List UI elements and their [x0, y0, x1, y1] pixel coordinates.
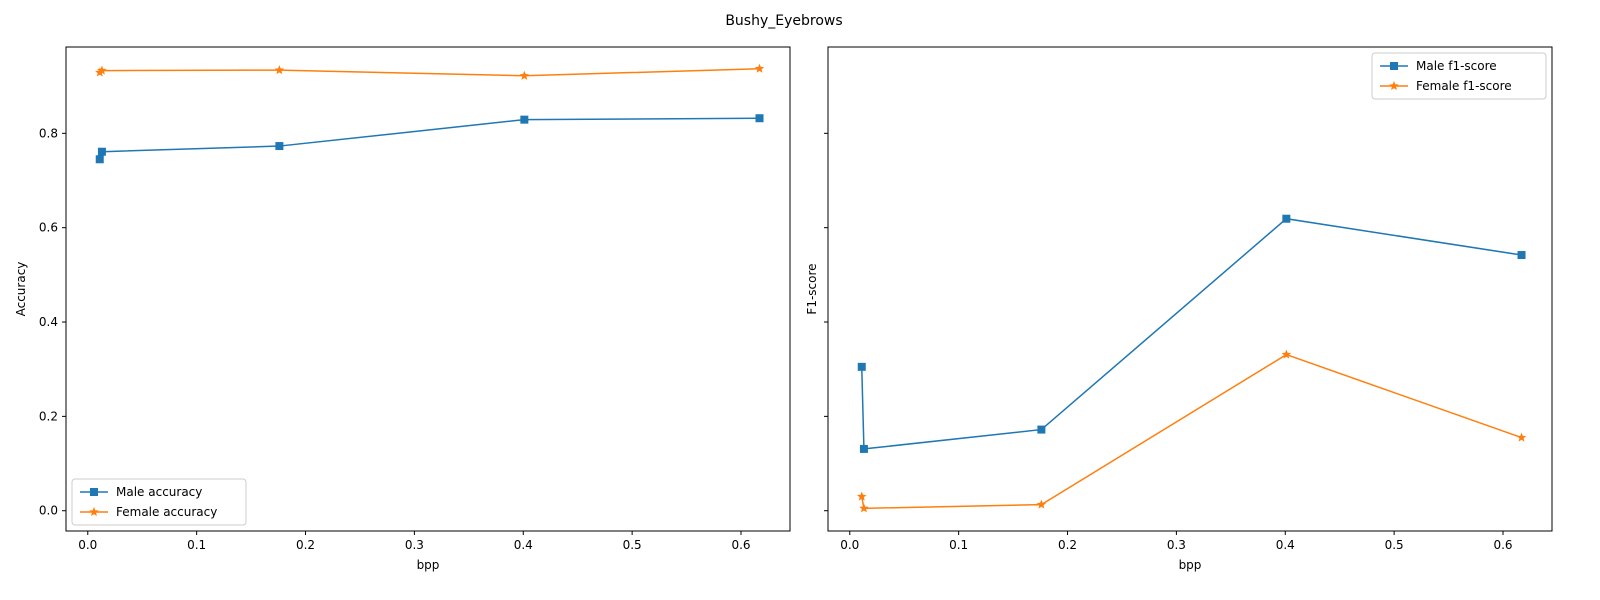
data-point: [857, 491, 867, 501]
y-tick-label: 0.8: [39, 126, 58, 140]
x-tick-label: 0.5: [1385, 538, 1404, 552]
y-tick-label: 0.4: [39, 315, 58, 329]
f1-score-panel: 0.0 0.1 0.2 0.3 0.4 0.5 0.6 bpp F1-score Male f1-…: [805, 46, 1553, 572]
data-point: [95, 155, 104, 164]
legend-label: Female accuracy: [116, 505, 217, 519]
data-point: [859, 444, 868, 453]
legend-box: [71, 478, 247, 526]
legend-marker: [1390, 62, 1398, 70]
data-point: [275, 142, 284, 151]
y-tick-label: 0.2: [39, 409, 58, 423]
x-tick-label: 0.0: [78, 538, 97, 552]
data-point: [97, 147, 106, 156]
data-point: [754, 63, 765, 73]
legend-box: [1371, 52, 1547, 100]
x-tick-label: 0.6: [1493, 538, 1512, 552]
x-tick-label: 0.2: [296, 538, 315, 552]
data-point: [857, 362, 866, 371]
legend-marker: [90, 488, 98, 496]
legend-label: Male accuracy: [116, 485, 202, 499]
legend-entry: Female f1-score: [1380, 79, 1512, 93]
series-female-accuracy: [95, 63, 765, 80]
data-point: [520, 115, 529, 124]
data-point: [1516, 432, 1527, 442]
series-male-accuracy: [95, 114, 764, 164]
data-point: [1281, 349, 1292, 359]
legend-marker: [89, 507, 99, 517]
legend-entry: Male f1-score: [1380, 59, 1497, 73]
y-tick-label: 0.6: [39, 221, 58, 235]
legend: Male accuracy Female accuracy: [71, 478, 247, 526]
data-point: [1037, 425, 1046, 434]
series-female-f1-score: [857, 349, 1527, 513]
x-tick-label: 0.4: [1276, 538, 1295, 552]
plot-frame: [827, 46, 1553, 532]
data-point: [859, 503, 869, 513]
y-axis-label: Accuracy: [14, 262, 28, 317]
data-point: [1282, 214, 1291, 223]
legend-entry: Male accuracy: [80, 485, 202, 499]
data-point: [1517, 251, 1526, 260]
plot-frame: [65, 46, 791, 532]
y-tick-label: 0.0: [39, 504, 58, 518]
data-point: [1036, 499, 1047, 509]
x-tick-label: 0.1: [187, 538, 206, 552]
y-axis-label: F1-score: [805, 263, 819, 314]
x-tick-label: 0.2: [1058, 538, 1077, 552]
x-tick-label: 0.3: [1167, 538, 1186, 552]
x-tick-label: 0.4: [514, 538, 533, 552]
legend: Male f1-score Female f1-score: [1371, 52, 1547, 100]
legend-marker: [1389, 81, 1399, 91]
data-point: [519, 70, 530, 80]
x-tick-label: 0.1: [949, 538, 968, 552]
x-tick-label: 0.5: [623, 538, 642, 552]
x-tick-label: 0.6: [731, 538, 750, 552]
legend-label: Female f1-score: [1416, 79, 1512, 93]
figure-title: Bushy_Eyebrows: [725, 13, 842, 29]
legend-label: Male f1-score: [1416, 59, 1497, 73]
data-point: [97, 65, 107, 75]
x-axis-label: bpp: [1179, 558, 1202, 572]
x-tick-label: 0.0: [840, 538, 859, 552]
x-axis-label: bpp: [417, 558, 440, 572]
series-male-f1-score: [857, 214, 1526, 453]
legend-entry: Female accuracy: [80, 505, 217, 519]
x-tick-label: 0.3: [405, 538, 424, 552]
data-point: [755, 114, 764, 123]
data-point: [274, 65, 285, 75]
accuracy-panel: 0.0 0.1 0.2 0.3 0.4 0.5 0.6 0.0 0.2 0.4 0.6 0.8 bpp A…: [14, 46, 791, 572]
